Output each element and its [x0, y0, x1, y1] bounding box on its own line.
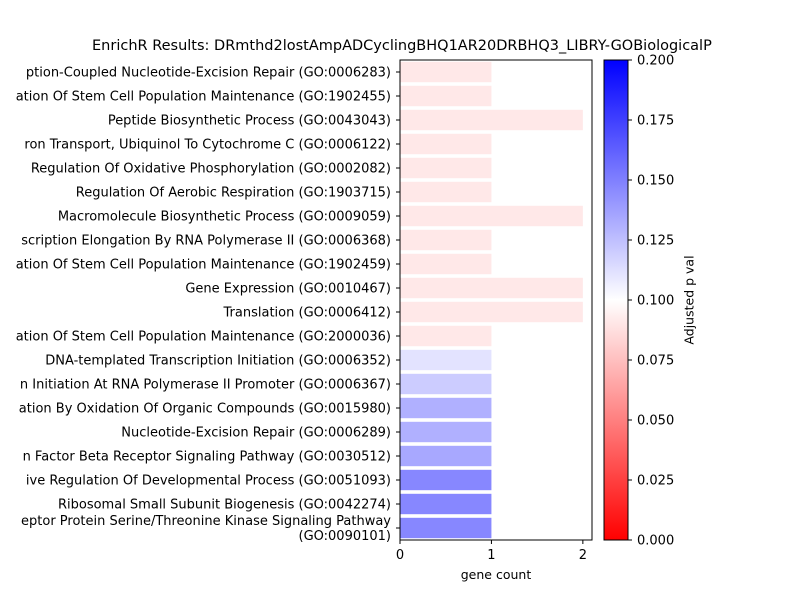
bar: [400, 61, 492, 83]
colorbar-tick-label: 0.050: [637, 414, 674, 429]
bar: [400, 301, 583, 323]
colorbar-tick-label: 0.175: [637, 114, 674, 129]
y-tick-label: eptor Protein Serine/Threonine Kinase Si…: [21, 514, 391, 544]
bars-layer: [400, 61, 583, 539]
y-tick-label: n Initiation At RNA Polymerase II Promot…: [20, 378, 391, 393]
y-tick-label: ive Regulation Of Developmental Process …: [26, 474, 391, 489]
bar: [400, 109, 583, 131]
plot-frame: [399, 59, 593, 541]
bar: [400, 349, 492, 371]
y-tick-label: Translation (GO:0006412): [223, 306, 391, 321]
y-tick-label: scription Elongation By RNA Polymerase I…: [21, 234, 391, 249]
y-tick-label: DNA-templated Transcription Initiation (…: [45, 354, 391, 369]
y-tick-label: Peptide Biosynthetic Process (GO:0043043…: [108, 114, 391, 129]
x-tick-label: 0: [396, 548, 404, 563]
y-tick-label: ption-Coupled Nucleotide-Excision Repair…: [26, 66, 391, 81]
y-tick-label: Nucleotide-Excision Repair (GO:0006289): [121, 426, 391, 441]
x-tick-label: 1: [487, 548, 495, 563]
y-tick-label: Gene Expression (GO:0010467): [185, 282, 391, 297]
y-tick-label: ation Of Stem Cell Population Maintenanc…: [16, 258, 391, 273]
x-tick-labels: 0 1 2: [396, 540, 587, 563]
y-tick-label: Regulation Of Oxidative Phosphorylation …: [31, 162, 391, 177]
bar: [400, 325, 492, 347]
bar: [400, 421, 492, 443]
bar: [400, 277, 583, 299]
bar: [400, 445, 492, 467]
colorbar-label: Adjusted p val: [681, 255, 697, 345]
colorbar-tick-label: 0.000: [637, 534, 674, 549]
colorbar: [603, 59, 629, 541]
y-tick-label: ation Of Stem Cell Population Maintenanc…: [16, 330, 391, 345]
bar: [400, 85, 492, 107]
y-tick-labels: ption-Coupled Nucleotide-Excision Repair…: [16, 66, 400, 544]
colorbar-tick-label: 0.075: [637, 354, 674, 369]
y-tick-label: Ribosomal Small Subunit Biogenesis (GO:0…: [58, 498, 391, 513]
bar: [400, 397, 492, 419]
bar: [400, 373, 492, 395]
bar: [400, 517, 492, 539]
bar: [400, 229, 492, 251]
y-tick-label: Regulation Of Aerobic Respiration (GO:19…: [76, 186, 391, 201]
chart-title: EnrichR Results: DRmthd2lostAmpADCycling…: [92, 38, 712, 54]
colorbar-tick-label: 0.125: [637, 234, 674, 249]
y-tick-label: Macromolecule Biosynthetic Process (GO:0…: [58, 210, 391, 225]
x-tick-label: 2: [579, 548, 587, 563]
bar: [400, 493, 492, 515]
bar: [400, 253, 492, 275]
y-tick-label: ation By Oxidation Of Organic Compounds …: [19, 402, 391, 417]
colorbar-tick-label: 0.150: [637, 174, 674, 189]
bar: [400, 133, 492, 155]
y-tick-label: ation Of Stem Cell Population Maintenanc…: [16, 90, 391, 105]
bar: [400, 205, 583, 227]
colorbar-ticks: 0.000 0.025 0.050 0.075 0.100 0.125 0.150 0.175…: [628, 54, 674, 549]
bar: [400, 181, 492, 203]
colorbar-tick-label: 0.100: [637, 294, 674, 309]
colorbar-tick-label: 0.025: [637, 474, 674, 489]
y-tick-label: ron Transport, Ubiquinol To Cytochrome C…: [24, 138, 391, 153]
bar: [400, 469, 492, 491]
y-tick-label: n Factor Beta Receptor Signaling Pathway…: [23, 450, 391, 465]
colorbar-tick-label: 0.200: [637, 54, 674, 69]
bar: [400, 157, 492, 179]
x-axis-label: gene count: [460, 567, 532, 582]
